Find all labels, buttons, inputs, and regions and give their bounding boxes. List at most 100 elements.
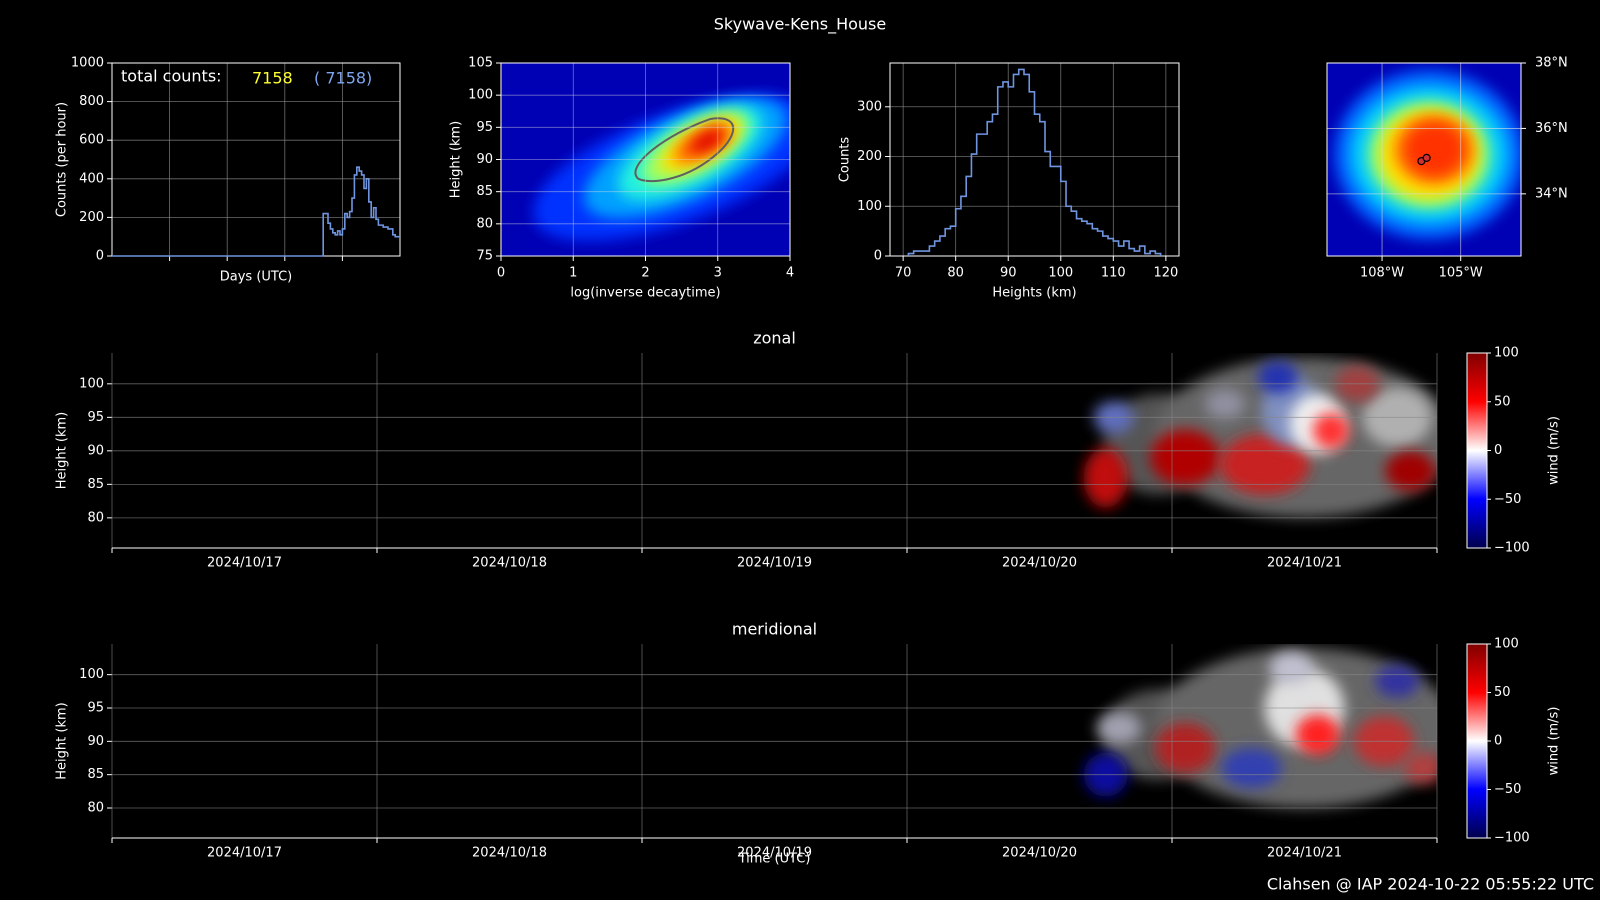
x-tick-label: 2024/10/21	[1267, 846, 1342, 861]
x-tick-label: 0	[497, 266, 505, 281]
x-tick-label: 2024/10/17	[207, 846, 282, 861]
plot-area	[1083, 357, 1437, 518]
y-axis-label: Height (km)	[55, 702, 70, 779]
x-axis-label: Heights (km)	[992, 286, 1076, 301]
image-blob	[1221, 748, 1282, 788]
y-tick-label: 200	[857, 149, 882, 164]
x-tick-label: 100	[1048, 266, 1073, 281]
image-blob	[1375, 665, 1420, 698]
colorbar-tick-label: 100	[1494, 346, 1519, 361]
y-tick-label: 800	[79, 94, 104, 109]
total-count: 7158	[252, 69, 293, 88]
total-count-all: ( 7158)	[314, 69, 372, 88]
y-tick-label: 1000	[71, 56, 104, 71]
y-tick-label: 300	[857, 99, 882, 114]
colorbar-tick-label: 100	[1494, 637, 1519, 652]
y-tick-label: 34°N	[1535, 186, 1568, 201]
total-label: total counts:	[121, 67, 222, 86]
colorbar-tick-label: −50	[1494, 782, 1521, 797]
image-blob	[1269, 652, 1314, 684]
y-tick-label: 600	[79, 133, 104, 148]
x-tick-label: 2024/10/21	[1267, 556, 1342, 571]
y-tick-label: 200	[79, 210, 104, 225]
x-tick-label: 1	[569, 266, 577, 281]
y-tick-label: 36°N	[1535, 121, 1568, 136]
y-tick-label: 80	[87, 510, 104, 525]
x-tick-label: 2024/10/19	[737, 846, 812, 861]
y-axis-label: Height (km)	[449, 121, 464, 198]
y-tick-label: 75	[476, 249, 493, 264]
x-axis-label: log(inverse decaytime)	[570, 286, 720, 301]
x-tick-label: 2024/10/20	[1002, 556, 1077, 571]
colorbar-tick-label: −100	[1494, 831, 1530, 846]
contour	[634, 117, 735, 183]
colorbar-label: wind (m/s)	[1547, 707, 1562, 776]
axes-frame	[1326, 62, 1522, 257]
x-tick-label: 105°W	[1439, 266, 1483, 281]
x-tick-label: 2024/10/18	[472, 846, 547, 861]
image-blob	[1258, 361, 1298, 394]
colorbar	[1466, 643, 1488, 839]
image-blob	[1404, 122, 1465, 177]
y-tick-label: 95	[87, 701, 104, 716]
x-tick-label: 110	[1101, 266, 1126, 281]
y-tick-label: 400	[79, 171, 104, 186]
colorbar-tick-label: 0	[1494, 443, 1502, 458]
y-tick-label: 38°N	[1535, 56, 1568, 71]
x-tick-label: 2024/10/20	[1002, 846, 1077, 861]
x-tick-label: 2024/10/19	[737, 556, 812, 571]
x-axis-label: Time (UTC)	[738, 852, 811, 867]
image-blob	[1155, 723, 1216, 773]
y-tick-label: 100	[79, 376, 104, 391]
y-tick-label: 90	[476, 152, 493, 167]
image-blob	[1083, 447, 1128, 508]
y-axis-label: Counts	[838, 137, 853, 183]
colorbar-label: wind (m/s)	[1547, 416, 1562, 485]
colorbar	[1466, 352, 1488, 549]
colorbar-tick-label: −100	[1494, 541, 1530, 556]
x-tick-label: 3	[714, 266, 722, 281]
y-tick-label: 90	[87, 443, 104, 458]
colorbar-tick-label: 0	[1494, 734, 1502, 749]
y-tick-label: 0	[874, 249, 882, 264]
y-tick-label: 80	[476, 216, 493, 231]
x-axis-label: Days (UTC)	[220, 270, 293, 285]
y-axis-label: Height (km)	[55, 412, 70, 489]
image-blob	[1097, 712, 1141, 744]
x-tick-label: 2024/10/17	[207, 556, 282, 571]
plot-area	[501, 63, 790, 256]
footer: Clahsen @ IAP 2024-10-22 05:55:22 UTC	[1267, 875, 1594, 894]
y-tick-label: 90	[87, 734, 104, 749]
x-tick-label: 108°W	[1360, 266, 1404, 281]
image-blob	[1150, 429, 1221, 486]
image-blob	[691, 129, 724, 153]
y-tick-label: 0	[96, 249, 104, 264]
image-blob	[1403, 752, 1437, 784]
x-tick-label: 90	[1000, 266, 1017, 281]
image-blob	[1205, 388, 1245, 419]
y-tick-label: 95	[476, 120, 493, 135]
x-tick-label: 2024/10/18	[472, 556, 547, 571]
y-tick-label: 85	[87, 767, 104, 782]
panel-title: meridional	[732, 620, 817, 639]
x-tick-label: 2	[641, 266, 649, 281]
plot-area	[1083, 648, 1437, 808]
station	[1422, 153, 1431, 162]
colorbar-tick-label: −50	[1494, 492, 1521, 507]
panel-title: zonal	[753, 329, 796, 348]
x-tick-label: 120	[1153, 266, 1178, 281]
y-tick-label: 85	[87, 477, 104, 492]
y-tick-label: 105	[468, 56, 493, 71]
image-blob	[1295, 714, 1340, 755]
colorbar-tick-label: 50	[1494, 685, 1511, 700]
y-tick-label: 95	[87, 410, 104, 425]
y-axis-label: Counts (per hour)	[55, 102, 70, 217]
colorbar-tick-label: 50	[1494, 394, 1511, 409]
histogram-line	[907, 68, 1162, 256]
image-blob	[1385, 450, 1436, 491]
figure-title: Skywave-Kens_House	[714, 15, 886, 35]
axes-frame	[500, 62, 791, 257]
x-tick-label: 4	[786, 266, 794, 281]
